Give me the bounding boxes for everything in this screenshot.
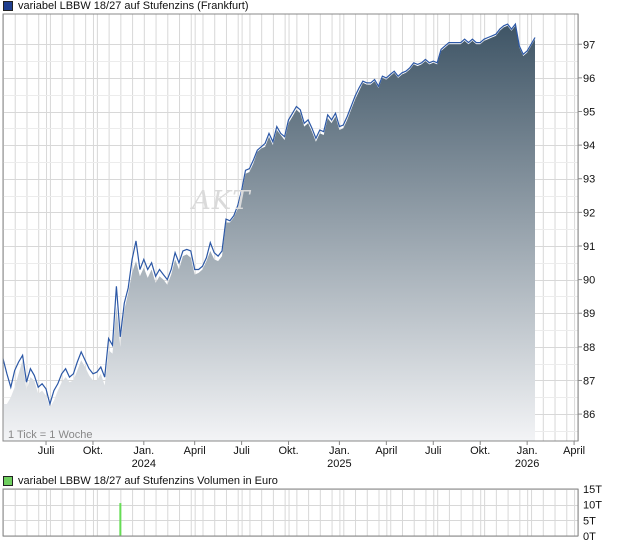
price-x-tick-label: Okt. <box>83 445 103 457</box>
price-x-tick-label: 2026 <box>515 458 539 470</box>
price-x-tick-label: 2025 <box>327 458 351 470</box>
price-y-axis: 86 87 88 89 90 91 92 93 94 95 96 97 <box>578 39 595 421</box>
volume-y-tick-label: 15T <box>583 484 602 496</box>
price-x-tick-label: Jan. <box>517 445 538 457</box>
watermark-logo: AKT <box>192 186 251 216</box>
price-y-tick-label: 89 <box>583 308 595 320</box>
price-x-tick-label: Juli <box>233 445 250 457</box>
price-x-tick-label: Okt. <box>470 445 490 457</box>
volume-y-tick-label: 10T <box>583 500 602 512</box>
volume-y-axis: 15T 10T 5T 0T <box>583 484 602 543</box>
price-x-tick-label: April <box>375 445 397 457</box>
price-x-tick-label: Juli <box>425 445 442 457</box>
price-x-tick-label: Okt. <box>278 445 298 457</box>
volume-chart-title: variabel LBBW 18/27 auf Stufenzins Volum… <box>18 475 278 487</box>
price-y-tick-label: 94 <box>583 140 595 152</box>
volume-bar <box>119 503 122 536</box>
price-y-tick-label: 95 <box>583 107 595 119</box>
price-area <box>3 25 535 442</box>
price-x-tick-label: April <box>184 445 206 457</box>
price-x-tick-label: April <box>563 445 585 457</box>
price-plot-frame <box>2 13 579 442</box>
price-y-tick-label: 86 <box>583 409 595 421</box>
price-legend-swatch <box>3 1 13 11</box>
tick-note: 1 Tick = 1 Woche <box>8 429 93 441</box>
volume-legend: variabel LBBW 18/27 auf Stufenzins Volum… <box>3 475 278 487</box>
volume-plot-frame <box>2 488 579 537</box>
volume-y-tick-label: 0T <box>583 531 596 543</box>
price-y-tick-label: 91 <box>583 241 595 253</box>
price-legend: variabel LBBW 18/27 auf Stufenzins (Fran… <box>3 0 249 12</box>
price-y-tick-label: 87 <box>583 375 595 387</box>
price-y-tick-label: 97 <box>583 39 595 51</box>
volume-legend-swatch <box>3 476 13 486</box>
volume-bars <box>119 503 122 536</box>
price-x-tick-label: Juli <box>38 445 55 457</box>
price-y-tick-label: 90 <box>583 275 595 287</box>
volume-grid <box>3 489 579 537</box>
volume-y-tick-label: 5T <box>583 515 596 527</box>
price-y-tick-label: 96 <box>583 73 595 85</box>
price-chart-title: variabel LBBW 18/27 auf Stufenzins (Fran… <box>18 0 249 12</box>
price-x-tick-label: Jan. <box>133 445 154 457</box>
price-x-tick-label: 2024 <box>132 458 156 470</box>
price-y-tick-label: 92 <box>583 207 595 219</box>
price-x-tick-label: Jan. <box>329 445 350 457</box>
price-y-tick-label: 88 <box>583 342 595 354</box>
price-y-tick-label: 93 <box>583 174 595 186</box>
price-line <box>2 22 536 407</box>
